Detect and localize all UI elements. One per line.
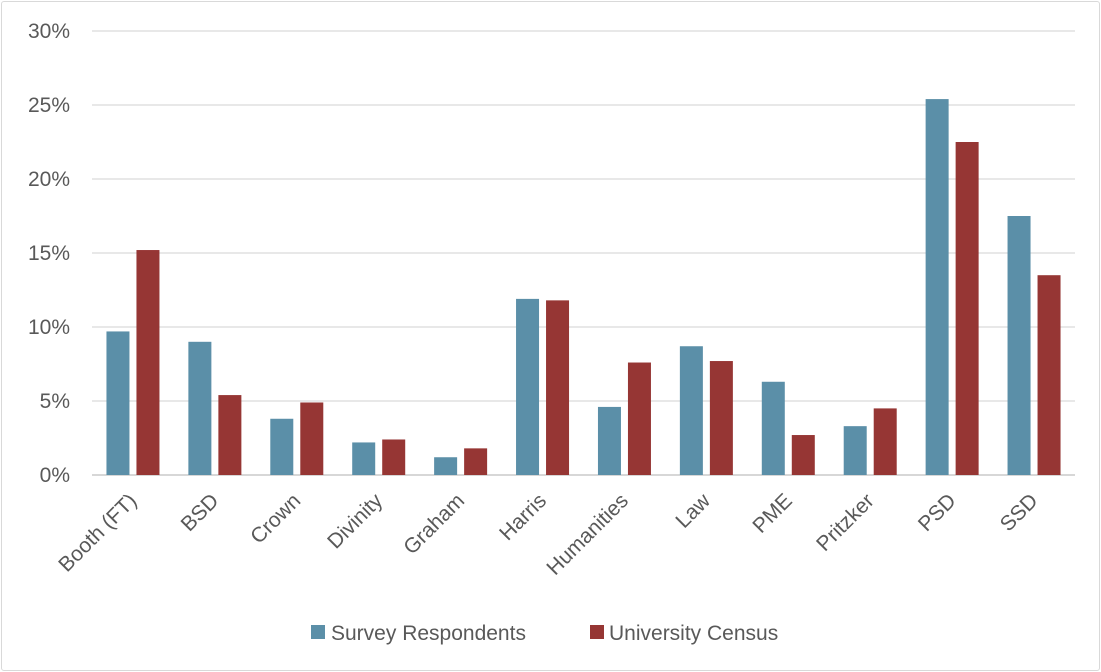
bar-survey-respondents-humanities [597,406,621,475]
legend-label-survey-respondents: Survey Respondents [331,622,526,645]
bar-survey-respondents-graham [434,457,458,475]
bar-university-census-pritzker [873,408,897,475]
bar-university-census-pme [791,435,815,475]
y-tick-label: 25% [28,94,70,117]
x-tick-label: PME [748,489,796,537]
x-tick-label: Harris [495,489,551,545]
bar-survey-respondents-crown [270,418,294,475]
y-axis-ticks: 0% 5% 10% 15% 20% 25% 30% [28,20,70,487]
bar-university-census-divinity [382,439,406,475]
y-tick-label: 5% [40,390,70,413]
bar-survey-respondents-pme [761,381,785,475]
bar-university-census-law [709,361,733,475]
bar-university-census-harris [546,300,570,475]
bar-survey-respondents-harris [516,298,540,475]
x-axis-ticks: Booth (FT) BSD Crown Divinity Graham HarrisHu… [54,489,1042,580]
x-tick-label: Law [671,489,715,533]
legend: Survey Respondents University Census [311,622,778,645]
legend-label-university-census: University Census [609,622,778,645]
bars [106,99,1061,475]
bar-survey-respondents-divinity [352,442,376,475]
x-tick-label: Graham [399,489,469,559]
x-tick-label: SSD [996,489,1043,536]
bar-survey-respondents-booth-ft [106,331,130,475]
bar-survey-respondents-bsd [188,341,212,475]
x-tick-label: Pritzker [812,489,879,556]
x-tick-label: Divinity [323,489,387,553]
bar-university-census-graham [464,448,488,475]
bar-university-census-bsd [218,395,242,475]
bar-university-census-humanities [627,362,651,475]
legend-swatch-university-census [590,625,604,639]
x-tick-label: BSD [177,489,224,536]
x-tick-label: Crown [246,489,305,548]
bar-university-census-booth-ft [136,250,160,475]
bar-university-census-ssd [1037,275,1061,475]
y-tick-label: 0% [40,464,70,487]
y-tick-label: 10% [28,316,70,339]
x-tick-label: PSD [914,489,961,536]
x-tick-label: Humanities [542,489,633,580]
y-tick-label: 20% [28,168,70,191]
x-tick-label: Booth (FT) [54,489,141,576]
bar-survey-respondents-law [679,346,703,475]
y-tick-label: 30% [28,20,70,43]
bar-university-census-psd [955,142,979,475]
y-tick-label: 15% [28,242,70,265]
legend-swatch-survey-respondents [311,625,325,639]
bar-university-census-crown [300,402,324,475]
bar-survey-respondents-ssd [1007,216,1031,475]
bar-survey-respondents-pritzker [843,426,867,475]
gridlines [92,30,1075,476]
bar-survey-respondents-psd [925,99,949,475]
